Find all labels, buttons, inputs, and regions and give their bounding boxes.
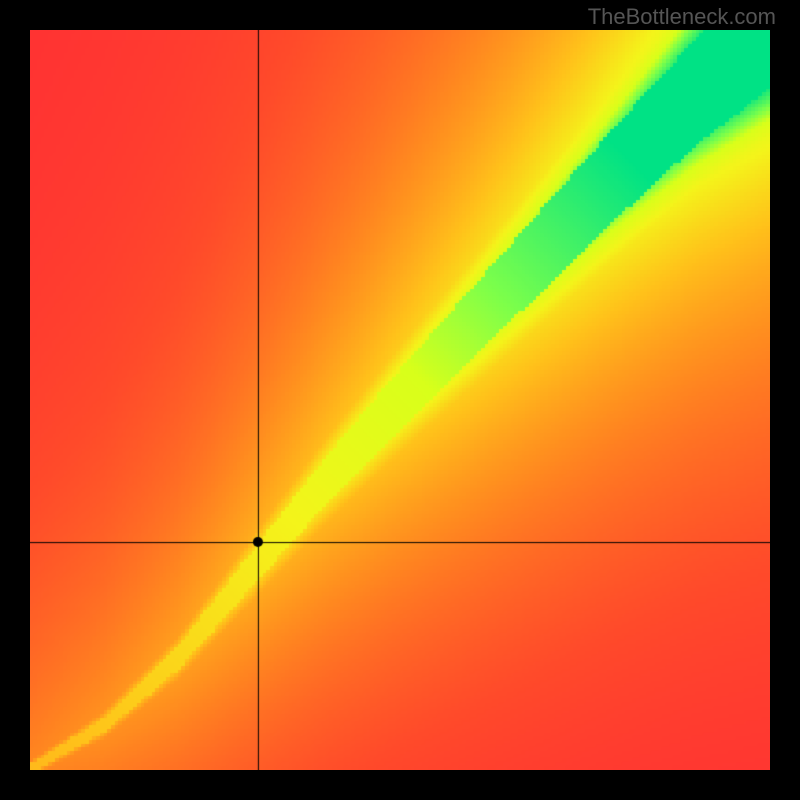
chart-container: TheBottleneck.com: [0, 0, 800, 800]
plot-area: [30, 30, 770, 770]
heatmap-canvas: [30, 30, 770, 770]
watermark-text: TheBottleneck.com: [588, 4, 776, 30]
